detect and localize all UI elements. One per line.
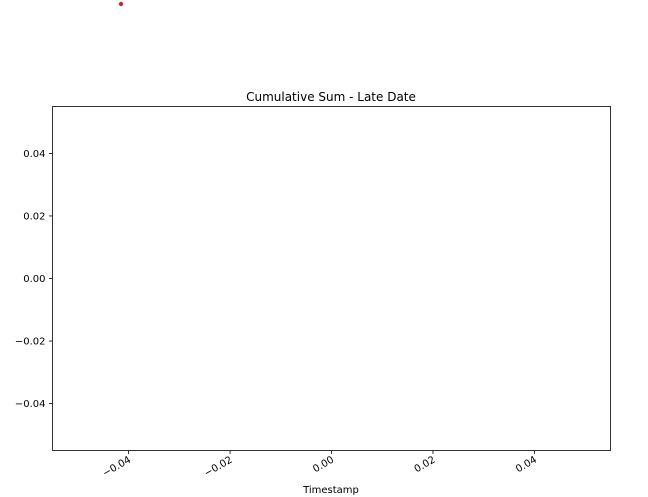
x-axis: −0.04 −0.02 0.00 0.02 0.04 <box>101 450 539 480</box>
y-tick-label: 0.00 <box>23 274 45 285</box>
chart-title: Cumulative Sum - Late Date <box>246 90 416 104</box>
x-tick-label: −0.04 <box>101 455 133 480</box>
x-tick-label: 0.04 <box>514 455 539 476</box>
stray-marker <box>118 1 124 7</box>
y-tick-label: −0.02 <box>15 337 46 348</box>
y-tick-label: 0.02 <box>23 211 45 222</box>
y-axis: 0.04 0.02 0.00 −0.02 −0.04 <box>15 149 53 410</box>
x-tick-label: −0.02 <box>202 455 234 480</box>
y-tick-label: 0.04 <box>23 149 45 160</box>
x-tick-label: 0.02 <box>413 455 438 476</box>
x-axis-title: Timestamp <box>302 485 359 496</box>
x-tick-label: 0.00 <box>311 455 336 476</box>
y-tick-label: −0.04 <box>15 399 46 410</box>
plot-area <box>52 106 611 451</box>
